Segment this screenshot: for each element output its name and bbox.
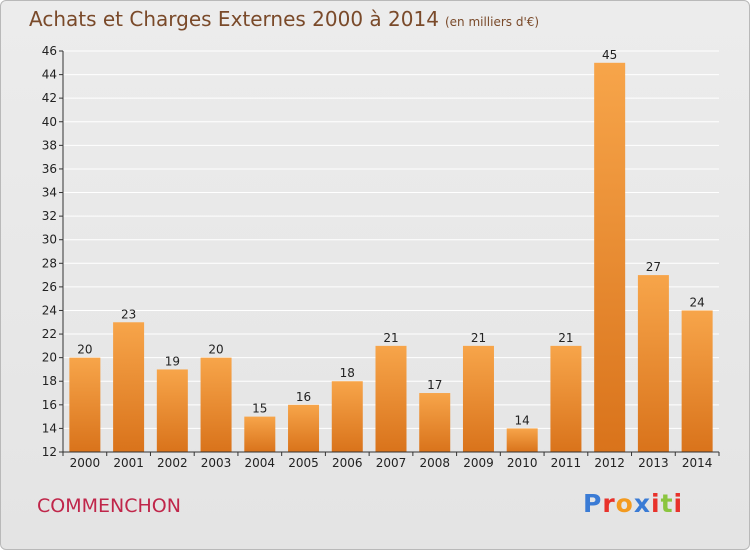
bar-value-label: 21 <box>471 331 486 345</box>
y-tick-label: 22 <box>42 327 57 341</box>
y-tick-label: 42 <box>42 91 57 105</box>
y-tick-label: 36 <box>42 162 57 176</box>
bar <box>200 357 232 452</box>
x-tick-label: 2005 <box>288 456 319 470</box>
bar <box>594 62 626 452</box>
bar <box>550 345 582 452</box>
x-tick-label: 2008 <box>419 456 450 470</box>
bar-value-label: 19 <box>165 354 180 368</box>
bar <box>462 345 494 452</box>
y-tick-label: 32 <box>42 209 57 223</box>
bar <box>69 357 101 452</box>
bar-value-label: 24 <box>689 295 704 309</box>
x-tick-label: 2013 <box>638 456 669 470</box>
x-tick-label: 2014 <box>682 456 713 470</box>
y-tick-label: 44 <box>42 68 57 82</box>
x-tick-label: 2006 <box>332 456 363 470</box>
bar-value-label: 23 <box>121 307 136 321</box>
x-tick-label: 2010 <box>507 456 538 470</box>
bar-value-label: 17 <box>427 378 442 392</box>
y-tick-label: 38 <box>42 138 57 152</box>
brand-letter: x <box>633 489 651 518</box>
bar-value-label: 21 <box>558 331 573 345</box>
chart-title: Achats et Charges Externes 2000 à 2014 (e… <box>29 7 539 31</box>
brand-letter: t <box>660 489 674 518</box>
bar-value-label: 21 <box>383 331 398 345</box>
chart-title-text: Achats et Charges Externes 2000 à 2014 <box>29 7 439 31</box>
y-tick-label: 30 <box>42 233 57 247</box>
bar-value-label: 20 <box>77 343 92 357</box>
axes: 12 14 16 18 20 22 24 26 28 30 32 34 36 38 40 42 44 46 2000… <box>42 44 720 470</box>
bar-value-label: 27 <box>646 260 661 274</box>
brand-letter: i <box>673 489 684 518</box>
brand-letter: o <box>615 489 634 518</box>
y-tick-label: 16 <box>42 398 57 412</box>
proxiti-logo[interactable]: Proxiti <box>583 489 683 518</box>
y-tick-label: 40 <box>42 115 57 129</box>
bar-value-label: 18 <box>340 366 355 380</box>
x-tick-label: 2011 <box>551 456 582 470</box>
x-tick-label: 2012 <box>594 456 625 470</box>
x-tick-label: 2000 <box>70 456 101 470</box>
brand-letter: i <box>651 489 661 518</box>
x-tick-label: 2001 <box>113 456 144 470</box>
x-tick-label: 2002 <box>157 456 188 470</box>
y-tick-label: 26 <box>42 280 57 294</box>
bar <box>113 322 145 452</box>
x-tick-label: 2007 <box>376 456 407 470</box>
bar <box>681 310 713 452</box>
bar <box>331 381 363 452</box>
bar-value-label: 14 <box>515 413 530 427</box>
y-tick-label: 28 <box>42 256 57 270</box>
chart-unit: (en milliers d'€) <box>444 15 540 29</box>
bar <box>506 428 538 452</box>
bar-value-label: 16 <box>296 390 311 404</box>
bar <box>375 345 407 452</box>
y-tick-label: 46 <box>42 44 57 58</box>
bar-value-label: 45 <box>602 48 617 62</box>
brand-letter: P <box>583 489 603 518</box>
bar-value-label: 20 <box>208 343 223 357</box>
bars: 20 23 19 20 15 16 18 21 17 21 14 21 45 27 24 <box>69 48 713 452</box>
y-tick-label: 24 <box>42 303 57 317</box>
y-tick-label: 12 <box>42 445 57 459</box>
x-tick-label: 2009 <box>463 456 494 470</box>
y-tick-label: 18 <box>42 374 57 388</box>
commune-name: COMMENCHON <box>37 495 181 517</box>
bar <box>156 369 188 452</box>
bar <box>288 404 320 452</box>
bar <box>419 393 451 452</box>
y-tick-label: 14 <box>42 421 57 435</box>
bar <box>244 416 276 452</box>
x-tick-label: 2004 <box>245 456 276 470</box>
y-tick-label: 34 <box>42 186 57 200</box>
bar-value-label: 15 <box>252 402 267 416</box>
y-tick-label: 20 <box>42 351 57 365</box>
x-tick-label: 2003 <box>201 456 232 470</box>
brand-letter: r <box>602 489 616 518</box>
bar <box>637 275 669 452</box>
